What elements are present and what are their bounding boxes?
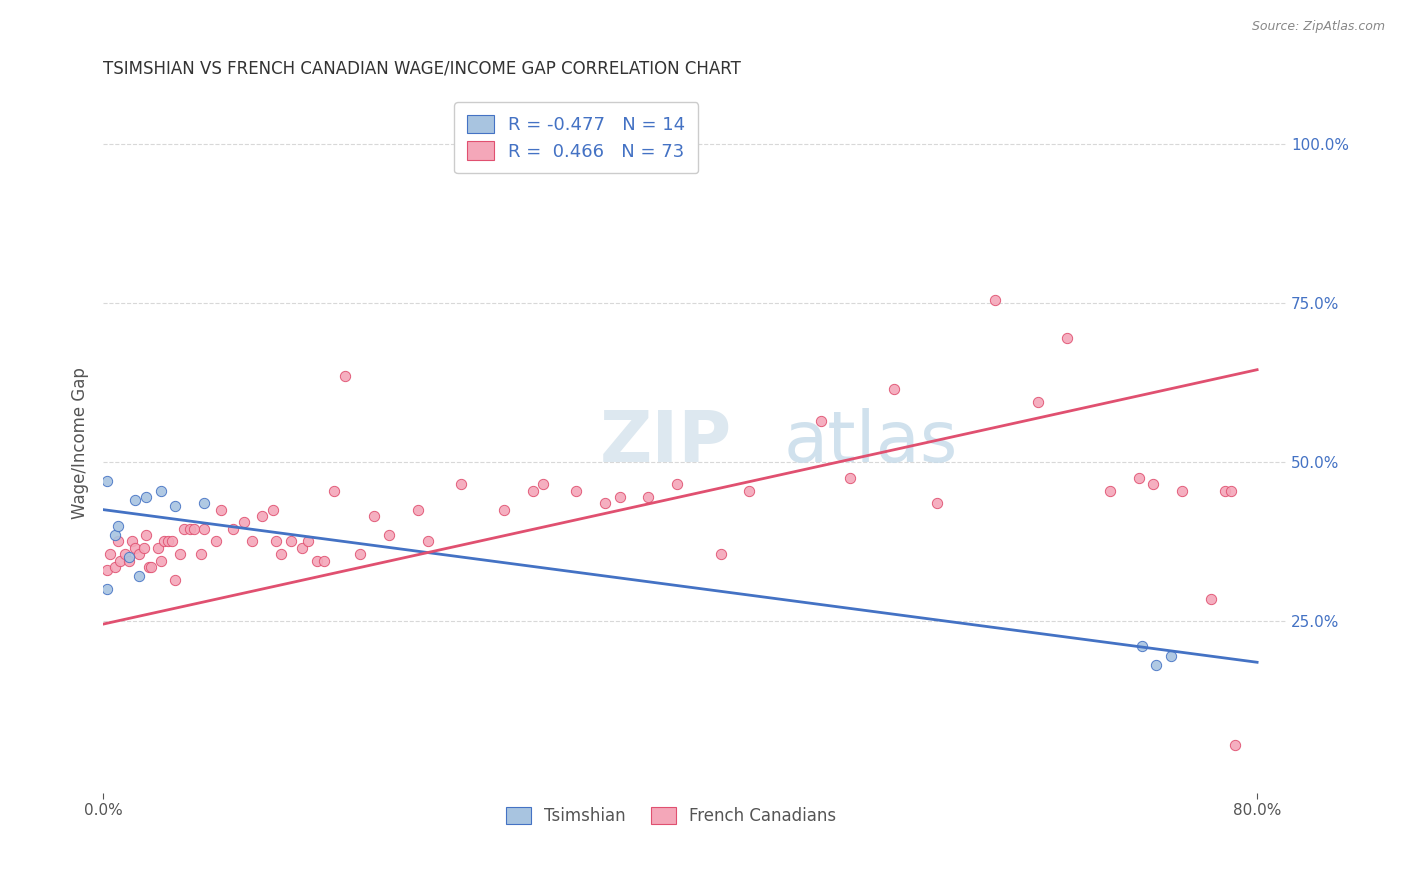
Point — [883, 382, 905, 396]
Point — [709, 547, 731, 561]
Y-axis label: Wage/Income Gap: Wage/Income Gap — [72, 367, 89, 519]
Text: Source: ZipAtlas.com: Source: ZipAtlas.com — [1251, 20, 1385, 33]
Point — [193, 496, 215, 510]
Point — [193, 522, 215, 536]
Point — [377, 528, 399, 542]
Point — [291, 541, 314, 555]
Point — [250, 508, 273, 523]
Point — [190, 547, 212, 561]
Point — [96, 582, 118, 596]
Point — [179, 522, 201, 536]
Point — [1130, 640, 1153, 654]
Point — [209, 502, 232, 516]
Point — [139, 560, 162, 574]
Point — [1142, 477, 1164, 491]
Point — [270, 547, 292, 561]
Point — [1199, 591, 1222, 606]
Point — [233, 516, 256, 530]
Point — [128, 547, 150, 561]
Point — [1220, 483, 1243, 498]
Text: TSIMSHIAN VS FRENCH CANADIAN WAGE/INCOME GAP CORRELATION CHART: TSIMSHIAN VS FRENCH CANADIAN WAGE/INCOME… — [103, 60, 741, 78]
Point — [96, 563, 118, 577]
Point — [637, 490, 659, 504]
Point — [983, 293, 1005, 307]
Point — [925, 496, 948, 510]
Point — [165, 573, 187, 587]
Point — [169, 547, 191, 561]
Point — [349, 547, 371, 561]
Point — [118, 550, 141, 565]
Point — [363, 508, 385, 523]
Point — [173, 522, 195, 536]
Point — [1144, 658, 1167, 673]
Point — [406, 502, 429, 516]
Point — [593, 496, 616, 510]
Point — [204, 534, 226, 549]
Point — [738, 483, 761, 498]
Point — [322, 483, 344, 498]
Point — [135, 528, 157, 542]
Point — [305, 553, 328, 567]
Point — [157, 534, 180, 549]
Point — [104, 528, 127, 542]
Point — [128, 569, 150, 583]
Point — [312, 553, 335, 567]
Point — [609, 490, 631, 504]
Point — [96, 474, 118, 488]
Point — [240, 534, 263, 549]
Point — [264, 534, 287, 549]
Point — [839, 471, 862, 485]
Point — [1160, 648, 1182, 663]
Point — [565, 483, 588, 498]
Point — [152, 534, 174, 549]
Text: atlas: atlas — [783, 409, 957, 477]
Point — [262, 502, 284, 516]
Point — [124, 541, 146, 555]
Point — [110, 553, 132, 567]
Point — [222, 522, 245, 536]
Point — [107, 518, 129, 533]
Point — [1128, 471, 1150, 485]
Point — [297, 534, 319, 549]
Point — [135, 490, 157, 504]
Point — [1215, 483, 1237, 498]
Point — [1098, 483, 1121, 498]
Point — [118, 553, 141, 567]
Point — [1026, 394, 1049, 409]
Point — [98, 547, 121, 561]
Point — [107, 534, 129, 549]
Point — [183, 522, 205, 536]
Point — [335, 369, 357, 384]
Text: ZIP: ZIP — [600, 409, 733, 477]
Point — [494, 502, 516, 516]
Point — [114, 547, 136, 561]
Point — [416, 534, 439, 549]
Point — [165, 500, 187, 514]
Point — [1056, 331, 1078, 345]
Point — [666, 477, 689, 491]
Point — [104, 560, 127, 574]
Point — [1225, 738, 1247, 752]
Point — [149, 483, 172, 498]
Point — [162, 534, 184, 549]
Point — [1171, 483, 1194, 498]
Point — [138, 560, 160, 574]
Point — [531, 477, 554, 491]
Legend: Tsimshian, French Canadians: Tsimshian, French Canadians — [498, 798, 845, 833]
Point — [149, 553, 172, 567]
Point — [124, 493, 146, 508]
Point — [810, 414, 832, 428]
Point — [450, 477, 472, 491]
Point — [146, 541, 169, 555]
Point — [121, 534, 143, 549]
Point — [280, 534, 302, 549]
Point — [132, 541, 155, 555]
Point — [522, 483, 544, 498]
